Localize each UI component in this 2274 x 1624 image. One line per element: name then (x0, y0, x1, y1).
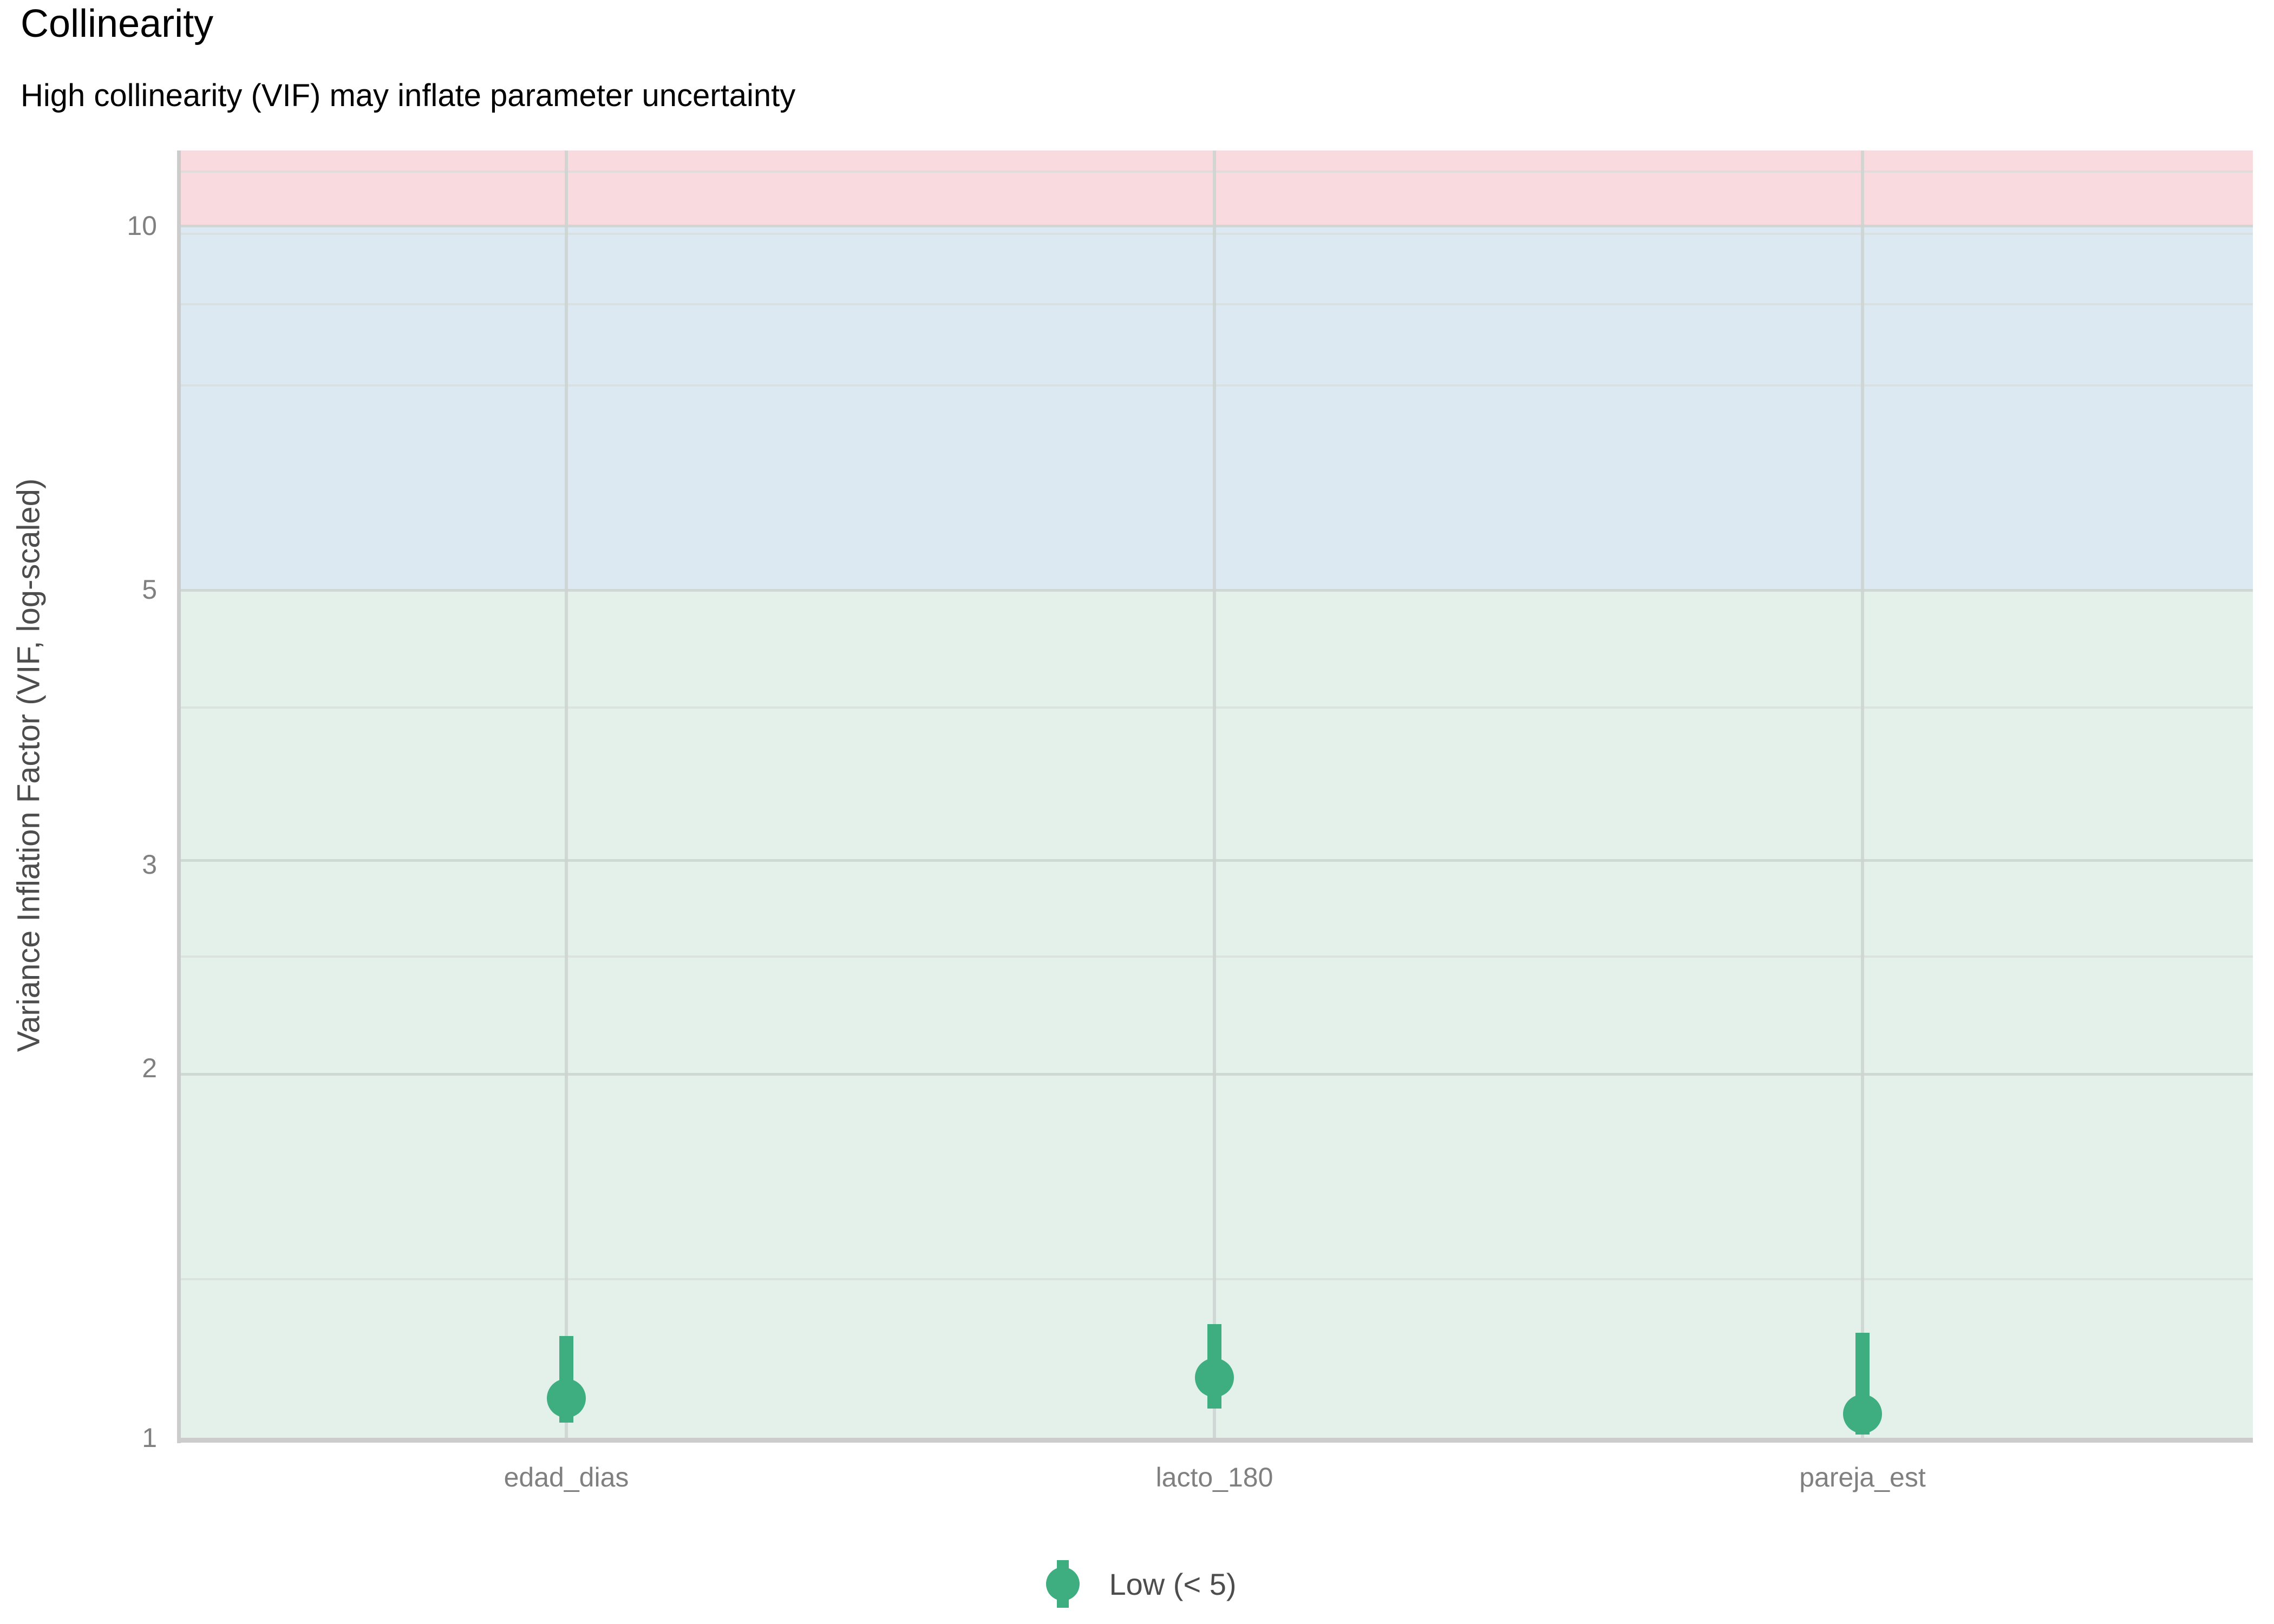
gridline-minor-7 (180, 303, 2253, 305)
y-tick-label-2: 2 (142, 1053, 157, 1083)
gridline-major-3 (180, 859, 2253, 862)
band-moderate (180, 226, 2253, 590)
gridline-minor-4 (180, 706, 2253, 709)
y-tick-label-10: 10 (127, 211, 157, 241)
x-tick-label-pareja-est: pareja_est (1799, 1462, 1926, 1492)
y-axis-title-wrap: Variance Inflation Factor (VIF, log-scal… (0, 0, 47, 1624)
gridline-minor-8 (180, 233, 2253, 235)
band-high (180, 150, 2253, 226)
y-tick-label-3: 3 (142, 849, 157, 880)
legend-point-icon (1045, 1567, 1080, 1601)
y-tick-label-5: 5 (142, 574, 157, 605)
gridline-major-10 (180, 225, 2253, 227)
plot-panel (180, 150, 2253, 1438)
y-axis-line (177, 150, 181, 1443)
gridline-category-pareja-est (1861, 150, 1864, 1438)
gridline-minor-9 (180, 171, 2253, 173)
x-tick-label-lacto-180: lacto_180 (1155, 1462, 1273, 1492)
gridline-category-edad-dias (565, 150, 568, 1438)
x-axis-line (177, 1438, 2253, 1443)
gridline-major-2 (180, 1073, 2253, 1076)
legend: Low (< 5) (0, 1559, 2274, 1609)
data-point-lacto-180[interactable] (1195, 1358, 1234, 1397)
gridline-category-lacto-180 (1213, 150, 1216, 1438)
page-title: Collinearity (21, 2, 214, 45)
y-axis-title: Variance Inflation Factor (VIF, log-scal… (11, 478, 47, 1052)
data-point-edad-dias[interactable] (547, 1379, 586, 1418)
gridline-minor-1-5 (180, 1278, 2253, 1280)
legend-key-low[interactable] (1038, 1559, 1088, 1609)
gridline-minor-2-5 (180, 955, 2253, 958)
band-low (180, 590, 2253, 1438)
page-subtitle: High collinearity (VIF) may inflate para… (21, 78, 796, 113)
data-point-pareja-est[interactable] (1843, 1394, 1882, 1433)
gridline-minor-6 (180, 384, 2253, 387)
x-tick-label-edad-dias: edad_dias (504, 1462, 629, 1492)
legend-label-low: Low (< 5) (1109, 1567, 1237, 1601)
y-tick-label-1: 1 (142, 1423, 157, 1453)
gridline-major-5 (180, 589, 2253, 592)
